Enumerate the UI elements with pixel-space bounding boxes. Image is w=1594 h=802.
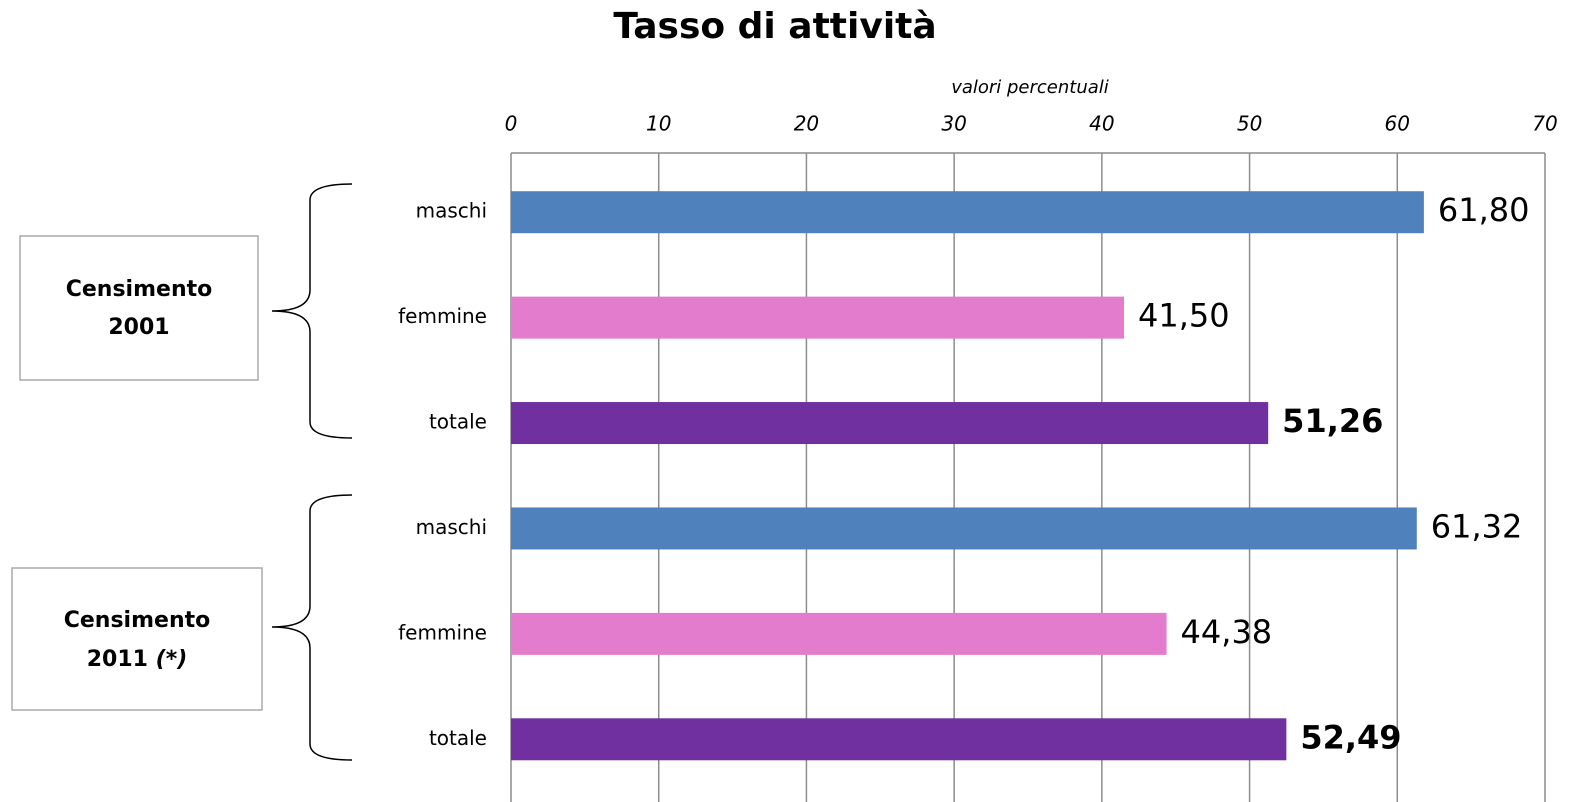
chart-title: Tasso di attività [613,6,936,47]
data-label: 44,38 [1181,613,1273,651]
x-tick-label: 40 [1089,112,1114,136]
x-tick-label: 30 [941,112,966,136]
x-tick-label: 60 [1385,112,1410,136]
group-label: Censimento [64,608,211,633]
group-brace [271,183,353,439]
x-tick-label: 50 [1237,112,1262,136]
y-tick-label: maschi [416,515,487,539]
bar [511,402,1269,445]
data-label: 61,80 [1438,191,1530,229]
group-brace [271,494,353,761]
y-tick-label: femmine [398,620,487,644]
bar [511,191,1424,234]
bar [511,296,1125,339]
group-label-year: 2011 [87,647,148,672]
x-tick-label: 0 [505,112,518,136]
x-tick-label: 70 [1532,112,1557,136]
y-tick-label: maschi [416,199,487,223]
x-axis-label: valori percentuali [951,77,1109,98]
data-label: 52,49 [1300,718,1401,756]
bar [511,612,1167,655]
group-label: Censimento [66,277,213,302]
bar [511,718,1287,761]
y-tick-label: totale [429,410,487,434]
y-tick-label: femmine [398,304,487,328]
bar [511,507,1417,550]
data-label: 41,50 [1138,297,1230,335]
group-box [11,567,263,711]
x-tick-label: 20 [794,112,819,136]
group-label: 2001 [108,315,169,340]
group-label-note: (*) [156,647,188,672]
data-label: 61,32 [1431,507,1523,545]
x-tick-label: 10 [646,112,671,136]
data-label: 51,26 [1282,402,1383,440]
group-box [19,235,259,381]
group-label: 2011 (*) [87,647,188,672]
y-tick-label: totale [429,726,487,750]
